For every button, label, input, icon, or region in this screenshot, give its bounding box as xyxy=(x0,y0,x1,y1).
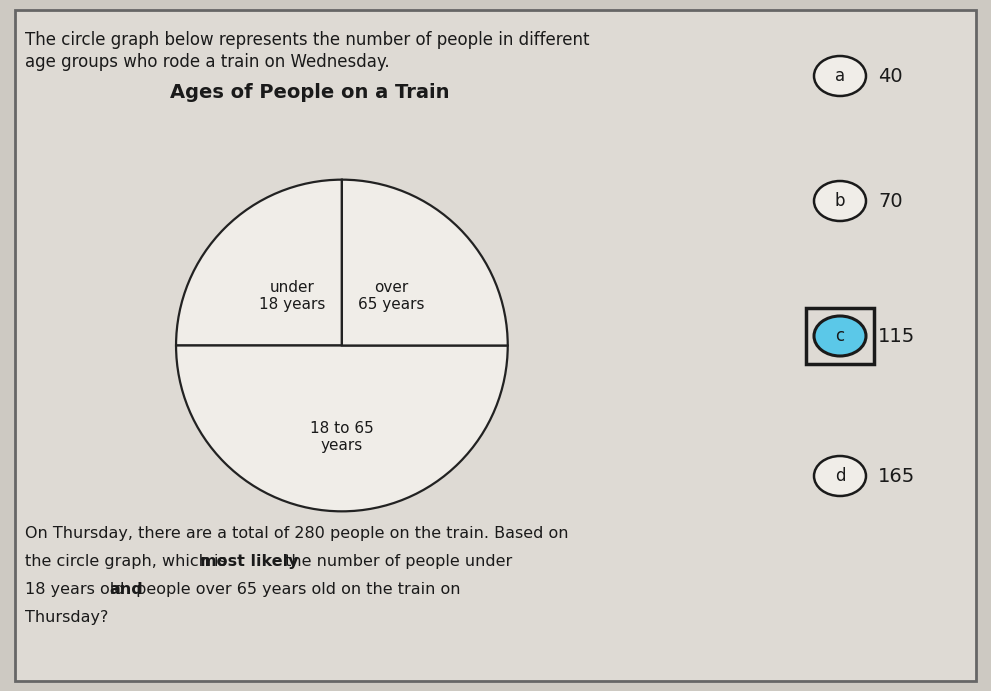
Text: c: c xyxy=(835,327,844,345)
Ellipse shape xyxy=(814,56,866,96)
FancyBboxPatch shape xyxy=(15,10,976,681)
Text: 115: 115 xyxy=(878,327,916,346)
FancyBboxPatch shape xyxy=(806,308,874,364)
Text: 18 years old: 18 years old xyxy=(25,582,130,597)
Ellipse shape xyxy=(814,316,866,356)
Wedge shape xyxy=(342,180,507,346)
Text: the number of people under: the number of people under xyxy=(279,554,512,569)
Ellipse shape xyxy=(814,181,866,221)
Text: 40: 40 xyxy=(878,66,903,86)
Text: under
18 years: under 18 years xyxy=(260,280,326,312)
Wedge shape xyxy=(176,346,507,511)
Text: the circle graph, which is: the circle graph, which is xyxy=(25,554,232,569)
Text: most likely: most likely xyxy=(200,554,299,569)
Text: 70: 70 xyxy=(878,191,903,211)
Text: Thursday?: Thursday? xyxy=(25,610,108,625)
Text: 165: 165 xyxy=(878,466,916,486)
Text: d: d xyxy=(834,467,845,485)
Text: 18 to 65
years: 18 to 65 years xyxy=(310,421,374,453)
Text: On Thursday, there are a total of 280 people on the train. Based on: On Thursday, there are a total of 280 pe… xyxy=(25,526,569,541)
Wedge shape xyxy=(176,180,342,346)
Text: a: a xyxy=(835,67,845,85)
Ellipse shape xyxy=(814,456,866,496)
Text: age groups who rode a train on Wednesday.: age groups who rode a train on Wednesday… xyxy=(25,53,389,71)
Text: The circle graph below represents the number of people in different: The circle graph below represents the nu… xyxy=(25,31,590,49)
Text: and: and xyxy=(109,582,144,597)
Text: Ages of People on a Train: Ages of People on a Train xyxy=(170,83,450,102)
Text: b: b xyxy=(834,192,845,210)
Text: people over 65 years old on the train on: people over 65 years old on the train on xyxy=(131,582,461,597)
Text: over
65 years: over 65 years xyxy=(358,280,424,312)
